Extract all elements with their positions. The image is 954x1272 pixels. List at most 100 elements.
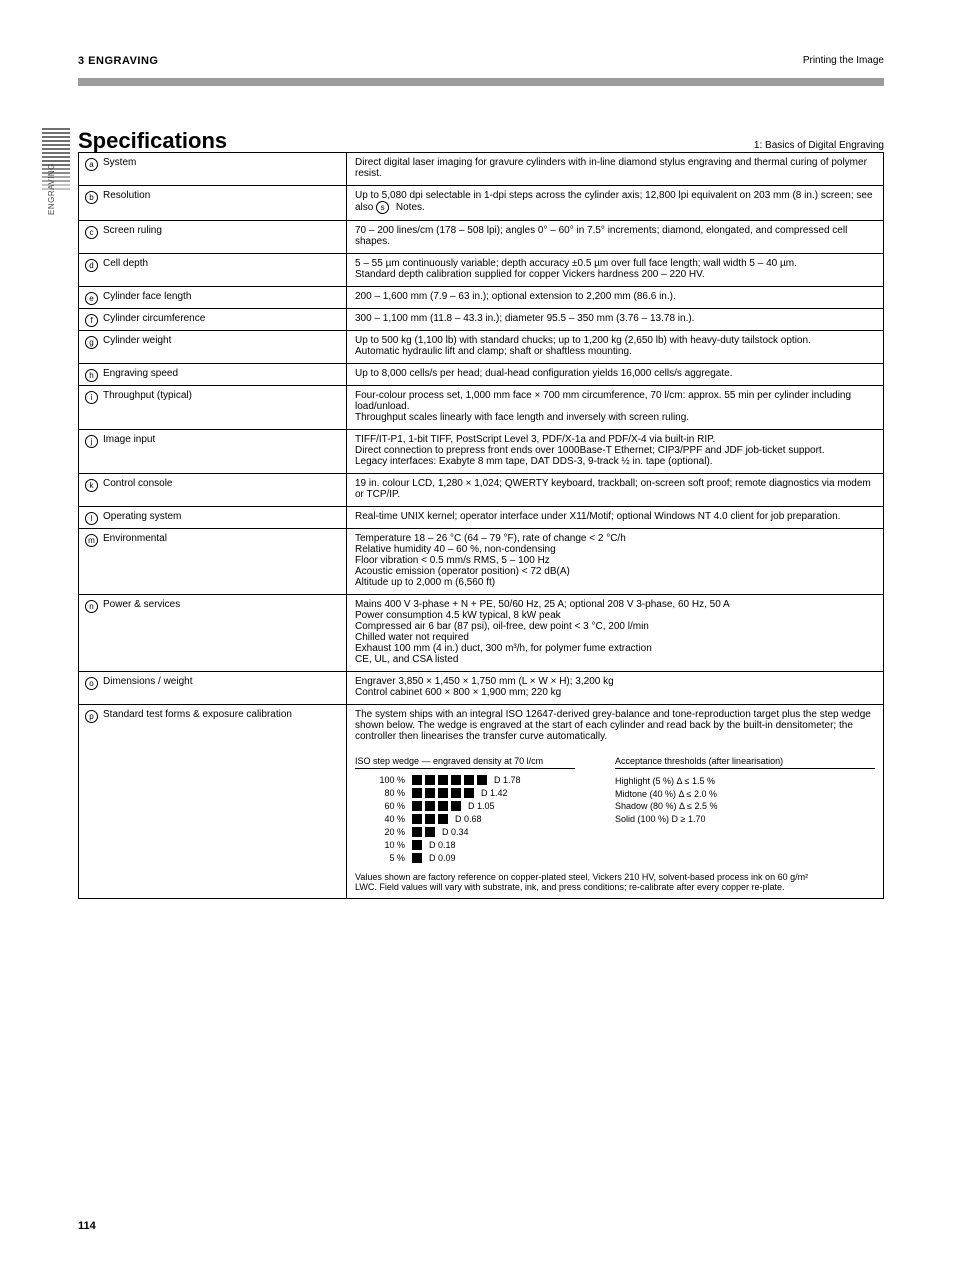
wedge-square-icon xyxy=(425,788,435,798)
wedge-step: 10 %D 0.18 xyxy=(407,840,575,850)
threshold-lines: Highlight (5 %) Δ ≤ 1.5 %Midtone (40 %) … xyxy=(615,775,875,825)
spec-label-n: nPower & services xyxy=(79,595,347,672)
spec-value-c: 70 – 200 lines/cm (178 – 508 lpi); angle… xyxy=(347,221,884,254)
wedge-square-icon xyxy=(425,775,435,785)
ring-icon: k xyxy=(85,479,98,492)
wedge-square-icon xyxy=(451,775,461,785)
spec-row-e: eCylinder face length200 – 1,600 mm (7.9… xyxy=(79,287,884,309)
spec-row-k: kControl console19 in. colour LCD, 1,280… xyxy=(79,474,884,507)
wedge-square-icon xyxy=(438,788,448,798)
wedge-step: 60 %D 1.05 xyxy=(407,801,575,811)
wedge-step: 100 %D 1.78 xyxy=(407,775,575,785)
spec-value-n: Mains 400 V 3-phase + N + PE, 50/60 Hz, … xyxy=(347,595,884,672)
breadcrumb: 1: Basics of Digital Engraving xyxy=(754,140,884,151)
wedge-square-icon xyxy=(451,801,461,811)
spec-value-d: 5 – 55 µm continuously variable; depth a… xyxy=(347,254,884,287)
wedge-step: 40 %D 0.68 xyxy=(407,814,575,824)
spec-row-p: pStandard test forms & exposure calibrat… xyxy=(79,705,884,899)
spec-row-h: hEngraving speedUp to 8,000 cells/s per … xyxy=(79,364,884,386)
spec-value-j: TIFF/IT-P1, 1-bit TIFF, PostScript Level… xyxy=(347,430,884,474)
wedge-square-icon xyxy=(438,814,448,824)
spec-value-k: 19 in. colour LCD, 1,280 × 1,024; QWERTY… xyxy=(347,474,884,507)
spec-label-k: kControl console xyxy=(79,474,347,507)
spec-value-a: Direct digital laser imaging for gravure… xyxy=(347,153,884,186)
spec-row-i: iThroughput (typical)Four-colour process… xyxy=(79,386,884,430)
spec-label-h: hEngraving speed xyxy=(79,364,347,386)
iso-wedge-label: ISO step wedge — engraved density at 70 … xyxy=(355,756,575,768)
ring-icon: m xyxy=(85,534,98,547)
spec-label-m: mEnvironmental xyxy=(79,529,347,595)
spec-label-g: gCylinder weight xyxy=(79,331,347,364)
ring-icon: f xyxy=(85,314,98,327)
ring-icon: s xyxy=(376,201,389,214)
spec-value-l: Real-time UNIX kernel; operator interfac… xyxy=(347,507,884,529)
spec-label-c: cScreen ruling xyxy=(79,221,347,254)
spec-value-p: The system ships with an integral ISO 12… xyxy=(347,705,884,899)
wedge-square-icon xyxy=(412,801,422,811)
wedge-square-icon xyxy=(412,775,422,785)
ring-icon: e xyxy=(85,292,98,305)
ring-icon: c xyxy=(85,226,98,239)
spec-label-l: lOperating system xyxy=(79,507,347,529)
header-right: Printing the Image xyxy=(803,55,884,67)
spec-value-i: Four-colour process set, 1,000 mm face ×… xyxy=(347,386,884,430)
spec-value-f: 300 – 1,100 mm (11.8 – 43.3 in.); diamet… xyxy=(347,309,884,331)
spec-label-p: pStandard test forms & exposure calibrat… xyxy=(79,705,347,899)
page-title: Specifications xyxy=(78,128,227,154)
wedge-square-icon xyxy=(438,775,448,785)
spec-row-a: aSystemDirect digital laser imaging for … xyxy=(79,153,884,186)
wedge-square-icon xyxy=(412,814,422,824)
wedge-square-icon xyxy=(425,801,435,811)
ring-icon: h xyxy=(85,369,98,382)
spec-label-o: oDimensions / weight xyxy=(79,672,347,705)
wedge-step: 5 %D 0.09 xyxy=(407,853,575,863)
spec-label-d: dCell depth xyxy=(79,254,347,287)
wedge-square-icon xyxy=(425,827,435,837)
spec-row-j: jImage inputTIFF/IT-P1, 1-bit TIFF, Post… xyxy=(79,430,884,474)
spec-row-l: lOperating systemReal-time UNIX kernel; … xyxy=(79,507,884,529)
spec-row-o: oDimensions / weightEngraver 3,850 × 1,4… xyxy=(79,672,884,705)
wedge-step: 80 %D 1.42 xyxy=(407,788,575,798)
wedge-square-icon xyxy=(425,814,435,824)
spec-label-e: eCylinder face length xyxy=(79,287,347,309)
spec-label-i: iThroughput (typical) xyxy=(79,386,347,430)
ring-icon: n xyxy=(85,600,98,613)
threshold-label: Acceptance thresholds (after linearisati… xyxy=(615,756,875,768)
spec-label-f: fCylinder circumference xyxy=(79,309,347,331)
spec-label-b: bResolution xyxy=(79,186,347,221)
spec-row-b: bResolutionUp to 5,080 dpi selectable in… xyxy=(79,186,884,221)
wedge-step: 20 %D 0.34 xyxy=(407,827,575,837)
spec-row-m: mEnvironmentalTemperature 18 – 26 °C (64… xyxy=(79,529,884,595)
spec-value-o: Engraver 3,850 × 1,450 × 1,750 mm (L × W… xyxy=(347,672,884,705)
running-header: 3 ENGRAVING Printing the Image xyxy=(78,55,884,67)
wedge-square-icon xyxy=(412,827,422,837)
spec-row-f: fCylinder circumference300 – 1,100 mm (1… xyxy=(79,309,884,331)
ring-icon: b xyxy=(85,191,98,204)
ring-icon: o xyxy=(85,677,98,690)
ring-icon: p xyxy=(85,710,98,723)
wedge-square-icon xyxy=(412,788,422,798)
spec-table: aSystemDirect digital laser imaging for … xyxy=(78,152,884,899)
iso-note: Values shown are factory reference on co… xyxy=(355,872,815,892)
ring-icon: j xyxy=(85,435,98,448)
ring-icon: l xyxy=(85,512,98,525)
spec-label-a: aSystem xyxy=(79,153,347,186)
wedge-square-icon xyxy=(464,788,474,798)
wedge-square-icon xyxy=(412,840,422,850)
ring-icon: g xyxy=(85,336,98,349)
spec-value-h: Up to 8,000 cells/s per head; dual-head … xyxy=(347,364,884,386)
page-number: 114 xyxy=(78,1220,96,1232)
spec-value-m: Temperature 18 – 26 °C (64 – 79 °F), rat… xyxy=(347,529,884,595)
spec-value-b: Up to 5,080 dpi selectable in 1-dpi step… xyxy=(347,186,884,221)
spec-row-g: gCylinder weightUp to 500 kg (1,100 lb) … xyxy=(79,331,884,364)
wedge-square-icon xyxy=(438,801,448,811)
spec-row-c: cScreen ruling70 – 200 lines/cm (178 – 5… xyxy=(79,221,884,254)
title-row: Specifications 1: Basics of Digital Engr… xyxy=(78,128,884,154)
spec-row-n: nPower & servicesMains 400 V 3-phase + N… xyxy=(79,595,884,672)
wedge-square-icon xyxy=(464,775,474,785)
wedge-square-icon xyxy=(477,775,487,785)
spec-value-e: 200 – 1,600 mm (7.9 – 63 in.); optional … xyxy=(347,287,884,309)
ring-icon: d xyxy=(85,259,98,272)
wedge-square-icon xyxy=(412,853,422,863)
spec-value-g: Up to 500 kg (1,100 lb) with standard ch… xyxy=(347,331,884,364)
